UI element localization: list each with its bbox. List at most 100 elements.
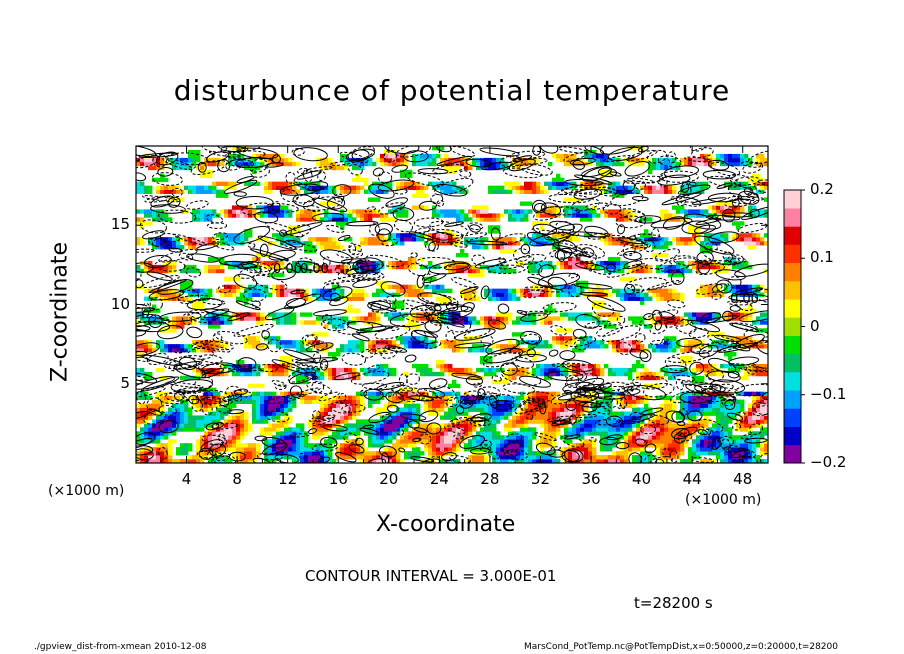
heatmap-cell <box>484 165 489 171</box>
heatmap-cell <box>444 439 449 444</box>
heatmap-cell <box>208 348 213 353</box>
heatmap-cell <box>676 260 681 266</box>
heatmap-cell <box>264 391 269 397</box>
heatmap-cell <box>428 423 433 428</box>
heatmap-cell <box>524 367 529 373</box>
heatmap-cell <box>564 435 569 440</box>
heatmap-cell <box>360 407 365 412</box>
heatmap-cell <box>412 415 417 420</box>
heatmap-cell <box>656 415 661 420</box>
heatmap-cell <box>356 161 361 167</box>
heatmap-cell <box>180 419 185 424</box>
heatmap-cell <box>256 395 261 400</box>
heatmap-cell <box>140 185 145 190</box>
heatmap-cell <box>444 427 449 432</box>
heatmap-cell <box>676 443 681 448</box>
heatmap-cell <box>564 431 569 436</box>
heatmap-cell <box>292 316 297 321</box>
heatmap-cell <box>504 371 509 377</box>
heatmap-cell <box>280 431 285 436</box>
heatmap-cell <box>272 272 277 278</box>
heatmap-cell <box>376 213 381 218</box>
heatmap-cell <box>644 233 649 238</box>
heatmap-cell <box>676 217 681 222</box>
heatmap-cell <box>244 411 249 416</box>
heatmap-cell <box>544 181 549 187</box>
heatmap-cell <box>608 427 613 432</box>
heatmap-cell <box>504 237 509 242</box>
heatmap-cell <box>392 415 397 420</box>
heatmap-cell <box>368 439 373 444</box>
heatmap-cell <box>144 459 149 463</box>
heatmap-cell <box>676 296 681 301</box>
heatmap-cell <box>608 241 613 246</box>
heatmap-cell <box>360 316 365 321</box>
heatmap-cell <box>316 320 321 325</box>
heatmap-cell <box>628 411 633 416</box>
heatmap-cell <box>192 340 197 345</box>
heatmap-cell <box>252 447 257 452</box>
heatmap-cell <box>284 435 289 440</box>
heatmap-cell <box>432 237 437 242</box>
heatmap-cell <box>244 312 249 317</box>
heatmap-cell <box>312 395 317 400</box>
heatmap-cell <box>308 447 313 452</box>
heatmap-cell <box>572 451 577 456</box>
heatmap-cell <box>456 435 461 440</box>
heatmap-cell <box>232 312 237 317</box>
heatmap-cell <box>432 185 437 190</box>
heatmap-cell <box>560 328 565 333</box>
heatmap-cell <box>644 451 649 456</box>
heatmap-cell <box>632 459 637 463</box>
heatmap-cell <box>456 340 461 345</box>
heatmap-cell <box>432 209 437 214</box>
heatmap-cell <box>576 407 581 412</box>
heatmap-cell <box>500 189 505 194</box>
heatmap-cell <box>484 419 489 424</box>
heatmap-cell <box>624 344 629 349</box>
heatmap-cell <box>332 459 337 463</box>
heatmap-cell <box>624 241 629 246</box>
heatmap-cell <box>456 157 461 163</box>
heatmap-cell <box>656 407 661 412</box>
heatmap-cell <box>608 395 613 400</box>
heatmap-cell <box>672 423 677 428</box>
heatmap-cell <box>276 260 281 266</box>
heatmap-cell <box>524 423 529 428</box>
heatmap-cell <box>364 213 369 218</box>
heatmap-cell <box>264 316 269 321</box>
heatmap-cell <box>628 415 633 420</box>
heatmap-cell <box>660 296 665 301</box>
heatmap-cell <box>580 395 585 400</box>
heatmap-cell <box>256 288 261 294</box>
heatmap-cell <box>488 443 493 448</box>
heatmap-cell <box>600 260 605 266</box>
heatmap-cell <box>612 324 617 329</box>
heatmap-cell <box>360 340 365 345</box>
heatmap-cell <box>280 451 285 456</box>
heatmap-cell <box>548 209 553 214</box>
heatmap-cell <box>180 415 185 420</box>
heatmap-cell <box>424 399 429 404</box>
heatmap-cell <box>492 320 497 325</box>
heatmap-cell <box>616 241 621 246</box>
heatmap-cell <box>200 340 205 345</box>
heatmap-cell <box>680 205 685 210</box>
heatmap-cell <box>424 161 429 167</box>
heatmap-cell <box>632 443 637 448</box>
heatmap-cell <box>604 439 609 444</box>
heatmap-cell <box>520 260 525 266</box>
heatmap-cell <box>292 447 297 452</box>
heatmap-cell <box>180 344 185 349</box>
heatmap-cell <box>440 451 445 456</box>
heatmap-cell <box>576 411 581 416</box>
heatmap-cell <box>444 391 449 397</box>
heatmap-cell <box>524 403 529 408</box>
heatmap-cell <box>164 447 169 452</box>
heatmap-cell <box>212 451 217 456</box>
heatmap-cell <box>396 336 401 341</box>
heatmap-cell <box>552 459 557 463</box>
heatmap-cell <box>360 209 365 214</box>
heatmap-cell <box>572 411 577 416</box>
heatmap-cell <box>268 399 273 404</box>
